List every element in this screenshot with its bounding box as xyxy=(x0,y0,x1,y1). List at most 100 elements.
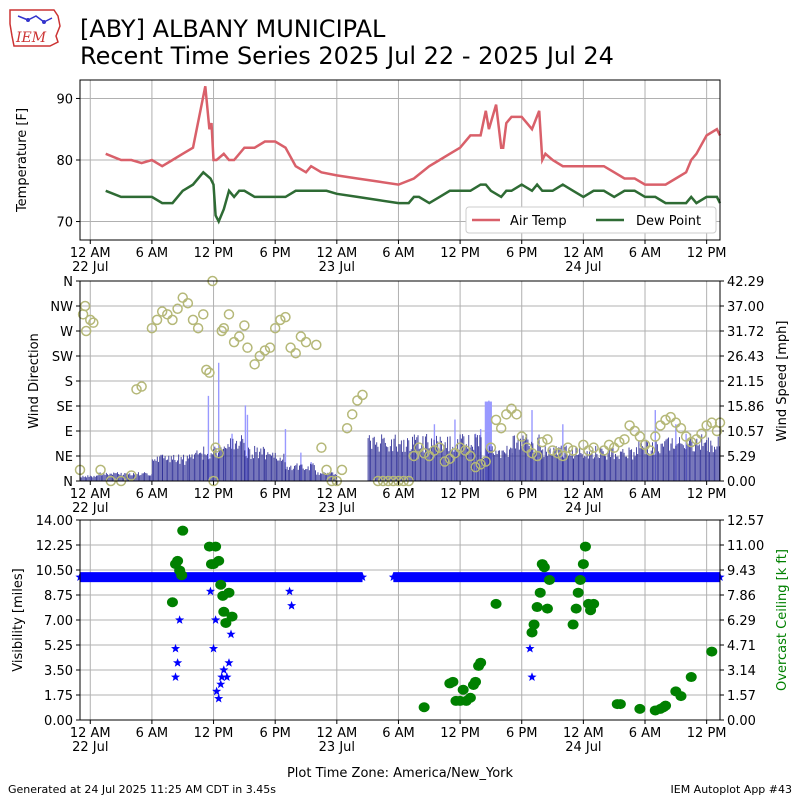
wind-speed-bar xyxy=(592,458,594,481)
x-tick-label: 6 AM xyxy=(136,487,169,502)
wind-speed-bar xyxy=(468,434,470,481)
wind-direction-point xyxy=(552,447,563,459)
wind-speed-bar xyxy=(527,439,529,481)
wind-speed-bar xyxy=(142,473,144,481)
wind-speed-bar xyxy=(100,475,102,481)
wind-speed-bar xyxy=(156,456,158,481)
ceiling-point xyxy=(577,559,589,570)
wind-speed-bar xyxy=(661,443,663,481)
ceiling-point xyxy=(176,570,188,581)
wind-speed-bar xyxy=(99,472,101,481)
wind-speed-bar xyxy=(105,472,107,481)
wind-speed-bar xyxy=(596,454,598,481)
wind-speed-bar xyxy=(501,450,503,481)
wind-speed-bar xyxy=(300,464,302,481)
page-subtitle: Recent Time Series 2025 Jul 22 - 2025 Ju… xyxy=(80,42,614,70)
wind-speed-bar xyxy=(315,470,316,481)
wind-direction-point xyxy=(542,434,553,445)
wind-speed-bar xyxy=(150,475,152,481)
wind-gust-bar xyxy=(479,428,482,481)
wind-speed-bar xyxy=(164,456,166,481)
wind-speed-bar xyxy=(218,453,219,481)
wind-direction-point xyxy=(341,422,353,434)
wind-speed-bar xyxy=(306,469,308,481)
page-title: [ABY] ALBANY MUNICIPAL xyxy=(80,15,386,43)
wind-direction-point xyxy=(146,322,158,334)
wind-speed-bar xyxy=(597,457,599,481)
iem-logo: IEM xyxy=(9,9,61,47)
wind-speed-bar xyxy=(495,450,497,481)
wind-speed-bar xyxy=(594,457,595,481)
wind-speed-bar xyxy=(181,459,183,481)
wind-gust-bar xyxy=(654,410,656,481)
wind-speed-bar xyxy=(237,448,239,481)
ceiling-tick-label: 6.29 xyxy=(727,614,756,629)
wind-speed-bar xyxy=(476,435,478,481)
wind-speed-bar xyxy=(413,434,415,481)
wind-speed-bar xyxy=(284,462,286,481)
wind-speed-bar xyxy=(715,449,717,481)
wind-speed-bar xyxy=(372,437,374,481)
wind-speed-bar xyxy=(129,473,131,481)
x-tick-label: 12 AM xyxy=(563,487,604,502)
wind-speed-bar xyxy=(717,436,719,481)
wind-speed-bar xyxy=(547,456,549,481)
wind-speed-bar xyxy=(649,456,651,481)
wind-speed-bar xyxy=(272,452,274,481)
wind-speed-bar xyxy=(211,454,213,481)
wind-speed-bar xyxy=(145,472,147,481)
wind-speed-bar xyxy=(563,457,565,481)
wind-speed-bar xyxy=(204,454,206,481)
wind-speed-bar xyxy=(89,475,91,481)
wind-speed-bar xyxy=(680,443,682,481)
wind-speed-bar xyxy=(203,446,205,481)
wind-speed-bar xyxy=(370,440,372,481)
wind-speed-bar xyxy=(491,446,493,481)
wind-speed-bar xyxy=(612,445,614,481)
x-date-label: 24 Jul xyxy=(565,501,601,516)
wind-speed-bar xyxy=(260,448,262,481)
temperature-axis-label: Temperature [F] xyxy=(15,108,30,213)
wind-speed-bar xyxy=(268,454,270,481)
wind-speed-bar xyxy=(554,448,556,481)
wind-speed-bar xyxy=(413,444,415,481)
wind-speed-bar xyxy=(690,433,692,481)
wind-speed-bar xyxy=(236,440,238,481)
wind-speed-bar xyxy=(701,434,703,481)
wind-speed-bar xyxy=(538,434,540,481)
visibility-tick-label: 7.00 xyxy=(44,614,73,629)
wind-speed-bar xyxy=(124,473,126,481)
wind-speed-bar xyxy=(279,457,281,481)
wind-speed-bar xyxy=(289,467,291,481)
visibility-tick-label: 10.50 xyxy=(36,564,73,579)
wind-speed-bar xyxy=(552,454,554,481)
wind-speed-bar xyxy=(610,457,611,481)
wind-speed-bar xyxy=(648,453,650,481)
wind-speed-bar xyxy=(492,453,494,481)
wind-speed-bar xyxy=(189,454,190,481)
wind-direction-point xyxy=(85,314,96,326)
visibility-tick-label: 14.00 xyxy=(36,514,73,529)
wind-speed-bar xyxy=(205,455,207,481)
wind-speed-bar xyxy=(613,459,615,481)
wind-speed-bar xyxy=(221,449,223,481)
wind-speed-bar xyxy=(608,449,610,481)
visibility-tick-label: 5.25 xyxy=(44,639,73,654)
visibility-point xyxy=(173,658,183,667)
ceiling-point xyxy=(534,587,546,598)
wind-speed-bar xyxy=(223,446,225,481)
wind-speed-bar xyxy=(115,473,117,481)
wind-direction-point xyxy=(465,450,476,462)
wind-speed-bar xyxy=(656,444,658,481)
wind-speed-bar xyxy=(444,442,446,481)
wind-speed-bar xyxy=(201,453,203,481)
wind-direction-point xyxy=(136,381,147,392)
plot-frame xyxy=(79,519,721,721)
wind-speed-bar xyxy=(238,445,240,481)
wind-speed-bar xyxy=(232,438,234,481)
x-tick-label: 6 AM xyxy=(136,246,169,261)
visibility-point xyxy=(224,658,234,667)
wind-speed-bar xyxy=(437,441,439,481)
wind-speed-bar xyxy=(153,460,155,481)
wind-speed-bar xyxy=(702,446,704,481)
